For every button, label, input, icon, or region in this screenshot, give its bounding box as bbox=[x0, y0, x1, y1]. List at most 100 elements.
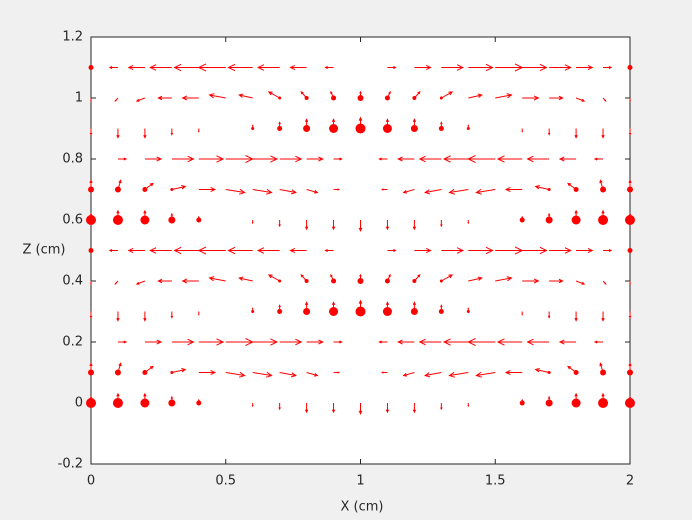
arrow bbox=[278, 403, 281, 411]
arrow bbox=[359, 90, 362, 98]
arrow bbox=[567, 365, 577, 373]
arrow bbox=[603, 248, 613, 253]
x-tick-label: 1 bbox=[356, 474, 364, 489]
arrow bbox=[144, 182, 154, 190]
arrow bbox=[467, 403, 470, 408]
arrow bbox=[628, 362, 632, 373]
arrow bbox=[387, 248, 397, 253]
arrow bbox=[251, 403, 254, 408]
arrow bbox=[143, 311, 147, 322]
arrow bbox=[576, 247, 594, 254]
arrow bbox=[448, 371, 469, 378]
arrow bbox=[117, 157, 128, 161]
arrow bbox=[306, 189, 319, 194]
arrow bbox=[157, 278, 172, 284]
arrow bbox=[304, 403, 309, 414]
arrow bbox=[385, 301, 390, 312]
arrow bbox=[306, 156, 324, 162]
arrow bbox=[534, 368, 550, 373]
arrow bbox=[171, 338, 195, 346]
arrow bbox=[89, 311, 93, 319]
y-tick-label: 0.2 bbox=[62, 335, 83, 350]
arrow bbox=[521, 128, 524, 133]
arrow bbox=[89, 362, 93, 373]
arrow bbox=[468, 276, 483, 282]
arrow bbox=[278, 220, 281, 228]
arrow bbox=[331, 301, 336, 312]
arrow bbox=[358, 116, 363, 129]
arrow bbox=[108, 248, 118, 253]
arrow bbox=[629, 98, 631, 103]
arrow bbox=[127, 64, 145, 71]
arrow bbox=[114, 97, 119, 102]
arrow bbox=[116, 392, 120, 403]
arrow bbox=[576, 64, 594, 71]
arrow bbox=[267, 274, 280, 282]
arrow bbox=[468, 63, 494, 72]
arrow bbox=[440, 121, 443, 129]
arrow bbox=[108, 65, 118, 70]
arrow bbox=[601, 392, 605, 403]
arrow bbox=[549, 278, 564, 284]
arrow bbox=[547, 212, 551, 220]
arrow bbox=[441, 247, 465, 254]
arrow bbox=[440, 304, 443, 312]
arrow bbox=[144, 365, 154, 373]
arrow bbox=[467, 220, 470, 225]
arrow bbox=[414, 64, 432, 71]
arrow bbox=[448, 188, 469, 195]
arrow bbox=[521, 311, 524, 316]
arrow bbox=[90, 281, 92, 286]
arrow bbox=[504, 369, 523, 376]
arrow bbox=[380, 371, 388, 374]
arrow bbox=[495, 276, 513, 282]
arrow bbox=[593, 157, 604, 161]
arrow bbox=[89, 128, 93, 136]
arrow bbox=[418, 338, 442, 346]
arrow bbox=[380, 188, 388, 191]
arrow bbox=[251, 220, 254, 225]
arrow bbox=[629, 281, 631, 286]
x-axis-label: X (cm) bbox=[341, 500, 384, 515]
arrow bbox=[117, 179, 122, 190]
arrow bbox=[549, 247, 572, 254]
arrow bbox=[267, 91, 280, 99]
arrow bbox=[116, 128, 120, 139]
arrow bbox=[547, 128, 551, 136]
arrow bbox=[412, 301, 417, 312]
arrow bbox=[475, 188, 496, 195]
arrow bbox=[412, 220, 417, 231]
y-tick-label: 0.8 bbox=[62, 152, 83, 167]
x-tick-label: 2 bbox=[626, 474, 634, 489]
arrow bbox=[603, 65, 613, 70]
arrow bbox=[521, 398, 524, 403]
arrow bbox=[558, 339, 577, 345]
arrow bbox=[333, 157, 343, 161]
arrow bbox=[628, 395, 632, 403]
arrow bbox=[567, 182, 577, 190]
arrow bbox=[89, 179, 93, 190]
arrow bbox=[549, 95, 564, 101]
arrow bbox=[197, 246, 226, 255]
x-tick-label: 0 bbox=[87, 474, 95, 489]
arrow bbox=[412, 118, 417, 129]
arrow bbox=[441, 91, 454, 99]
arrow bbox=[601, 209, 605, 220]
arrow bbox=[441, 64, 465, 71]
arrow bbox=[387, 65, 397, 70]
arrow bbox=[306, 339, 324, 345]
y-tick-label: 1 bbox=[75, 91, 83, 106]
arrow bbox=[547, 311, 551, 319]
arrow bbox=[397, 339, 415, 345]
arrow bbox=[475, 371, 496, 378]
arrow bbox=[504, 186, 523, 193]
arrow bbox=[171, 155, 195, 163]
arrow bbox=[127, 247, 145, 254]
arrow bbox=[279, 155, 303, 163]
arrow bbox=[278, 304, 281, 312]
arrow bbox=[117, 362, 122, 373]
arrow bbox=[238, 93, 253, 99]
arrow bbox=[522, 278, 540, 284]
arrow bbox=[144, 156, 163, 162]
